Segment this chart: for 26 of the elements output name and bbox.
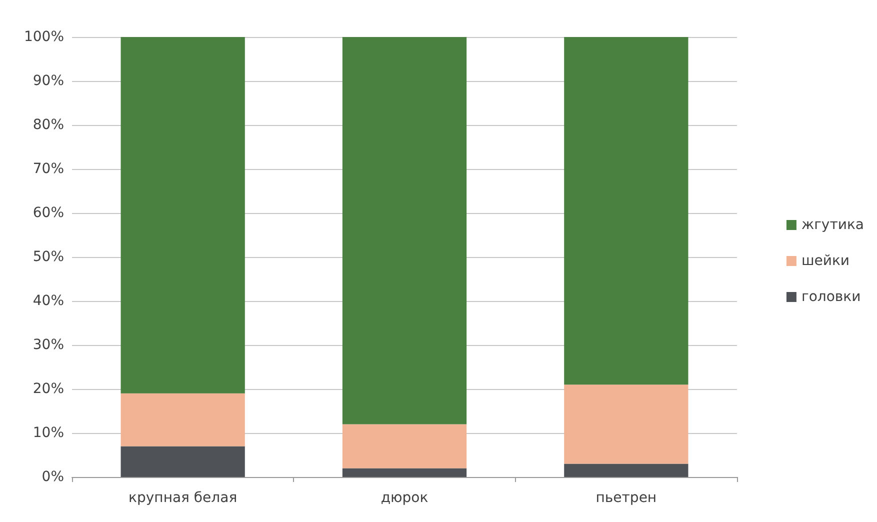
bar (120, 393, 245, 446)
y-tick-label: 90% (32, 73, 64, 89)
x-tick-label: крупная белая (128, 490, 238, 506)
bar (342, 424, 467, 468)
bar (120, 446, 245, 477)
legend-label: шейки (801, 253, 850, 269)
y-tick-label: 10% (32, 425, 64, 441)
y-tick-label: 30% (32, 337, 64, 353)
bar (120, 37, 245, 394)
y-tick-label: 100% (24, 29, 64, 45)
bar (564, 384, 688, 464)
legend-label: жгутика (801, 217, 864, 233)
bar (564, 37, 688, 385)
bar (564, 464, 688, 477)
bar (342, 37, 467, 424)
y-tick-label: 80% (32, 117, 64, 133)
legend-label: головки (801, 289, 861, 305)
y-tick-label: 50% (32, 249, 64, 265)
y-tick-label: 70% (32, 161, 64, 177)
y-tick-label: 40% (32, 293, 64, 309)
y-tick-label: 0% (42, 469, 64, 485)
y-tick-label: 20% (32, 381, 64, 397)
x-tick-label: пьетрен (596, 490, 657, 506)
x-tick-label: дюрок (380, 490, 428, 506)
y-tick-label: 60% (32, 205, 64, 221)
bar (342, 468, 467, 477)
